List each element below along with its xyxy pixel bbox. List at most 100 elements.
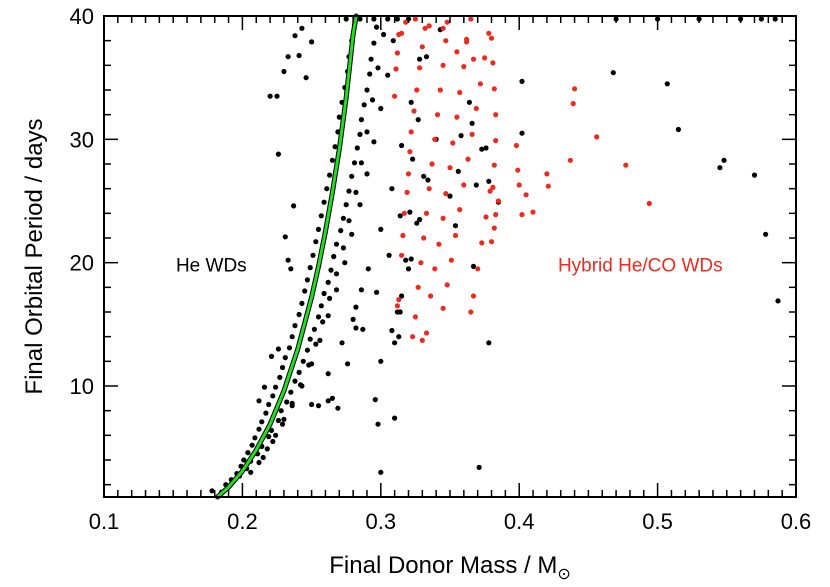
data-point [327, 295, 333, 301]
data-point [292, 323, 298, 329]
data-point [461, 64, 467, 70]
data-point [241, 457, 247, 463]
data-point [288, 266, 294, 272]
data-point [396, 334, 402, 340]
data-point [296, 311, 302, 318]
data-point [389, 327, 395, 334]
data-point [450, 140, 456, 146]
data-point [454, 114, 460, 120]
data-point [486, 30, 492, 36]
data-point [249, 442, 255, 448]
data-point [429, 161, 435, 167]
data-point [495, 198, 501, 204]
data-point [470, 263, 477, 269]
data-point [389, 186, 395, 192]
data-point [408, 99, 414, 105]
data-point [440, 25, 446, 31]
data-point [426, 186, 432, 192]
data-point [332, 144, 338, 150]
data-point [346, 218, 352, 224]
data-point [717, 165, 723, 171]
data-point [318, 303, 324, 309]
data-point [477, 81, 483, 87]
data-point [396, 297, 402, 303]
data-point [464, 36, 470, 43]
data-point [266, 401, 272, 408]
data-point [493, 212, 499, 218]
annotation-hybrid-wds: Hybrid He/CO WDs [558, 255, 723, 276]
data-point [423, 210, 430, 216]
data-point [436, 241, 442, 247]
data-point [320, 319, 326, 325]
data-point [432, 266, 438, 272]
data-point [325, 398, 331, 404]
data-point [434, 112, 441, 118]
data-point [324, 186, 330, 192]
y-tick-label: 40 [70, 4, 94, 29]
data-point [570, 101, 576, 107]
data-point [264, 446, 270, 452]
data-point [646, 200, 652, 207]
data-point [519, 78, 525, 84]
data-point [339, 340, 345, 346]
data-point [364, 129, 370, 135]
data-point [452, 223, 459, 229]
data-point [349, 173, 355, 179]
data-point [273, 384, 279, 390]
data-point [263, 410, 269, 416]
data-point [410, 334, 416, 340]
fit-curve [216, 14, 358, 499]
data-point [343, 16, 349, 22]
data-point [279, 364, 286, 371]
data-point [256, 398, 262, 404]
data-point [378, 105, 384, 112]
data-point [299, 383, 305, 389]
data-point [567, 157, 574, 163]
data-point [273, 432, 279, 438]
data-point [399, 142, 405, 149]
data-point [260, 454, 266, 461]
data-point [275, 346, 281, 352]
data-point [751, 172, 758, 178]
data-point [325, 371, 331, 377]
data-point [357, 16, 363, 22]
data-point [350, 316, 356, 322]
data-point [486, 340, 492, 346]
data-point [530, 209, 536, 215]
data-point [421, 173, 427, 179]
data-point [329, 395, 335, 401]
data-point [394, 303, 400, 309]
data-point [405, 171, 412, 177]
data-point [423, 54, 430, 60]
data-point [519, 212, 525, 218]
data-point [447, 193, 453, 199]
data-point [394, 309, 400, 315]
data-point [775, 298, 781, 304]
data-point [470, 293, 477, 299]
data-point [307, 336, 313, 342]
data-point [393, 66, 399, 72]
data-point [417, 56, 423, 62]
data-point [299, 25, 305, 31]
data-point [325, 313, 331, 319]
x-axis-title-subscript: ⊙ [557, 566, 570, 583]
data-point [284, 399, 290, 405]
data-point [365, 266, 371, 272]
data-point [385, 72, 391, 78]
data-point [367, 71, 373, 77]
data-point [473, 182, 479, 188]
data-point [311, 326, 317, 332]
data-point [772, 16, 778, 22]
data-point [418, 260, 424, 266]
data-point [399, 30, 405, 36]
x-tick-label: 0.2 [227, 509, 258, 534]
data-point [610, 70, 616, 76]
data-point [292, 33, 298, 39]
data-points-layer [209, 16, 781, 495]
y-tick-label: 10 [70, 374, 94, 399]
data-point [490, 184, 496, 190]
data-point [309, 39, 315, 45]
data-point [329, 157, 335, 163]
data-point [342, 260, 348, 266]
